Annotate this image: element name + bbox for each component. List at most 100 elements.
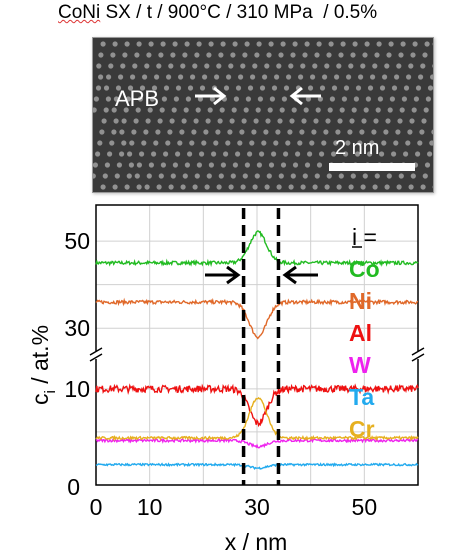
atom-column [220, 41, 226, 47]
atom-column [280, 162, 287, 168]
atom-column [267, 107, 273, 113]
atom-column [213, 140, 219, 146]
atom-column [125, 96, 131, 102]
atom-column [372, 63, 378, 69]
atom-column [225, 140, 231, 146]
atom-column [337, 118, 343, 124]
atom-column [96, 63, 102, 69]
atom-column [108, 63, 114, 69]
atom-column [247, 151, 253, 157]
atom-column [180, 184, 186, 190]
atom-column [329, 96, 335, 102]
atom-column [271, 85, 278, 91]
atom-column [327, 107, 333, 113]
atom-column [388, 41, 394, 47]
apb-label: APB [115, 86, 159, 111]
atom-column [358, 74, 364, 80]
atom-column [379, 151, 385, 157]
atom-column [302, 52, 308, 58]
atom-column [160, 41, 166, 47]
atom-column [147, 107, 153, 113]
atom-column [143, 129, 149, 135]
atom-column [93, 96, 99, 102]
atom-column [194, 173, 200, 179]
legend-entry-ta: Ta [349, 384, 374, 410]
atom-column [278, 52, 284, 58]
atom-column [340, 41, 346, 47]
atom-column [249, 140, 255, 146]
atom-column [154, 74, 160, 80]
atom-column [288, 63, 294, 69]
atom-column [405, 140, 411, 146]
atom-column [362, 52, 368, 58]
atom-column [427, 151, 433, 157]
atom-column [115, 85, 122, 91]
atom-column [429, 140, 433, 146]
atom-column [240, 63, 246, 69]
atom-column [219, 107, 225, 113]
atom-column [105, 96, 111, 102]
atom-column [112, 184, 118, 190]
atom-column [139, 85, 146, 91]
atom-column [277, 118, 283, 124]
atom-column [326, 173, 332, 179]
atom-column [297, 140, 303, 146]
atom-column [205, 118, 211, 124]
atom-column [350, 173, 356, 179]
atom-column [400, 41, 406, 47]
scale-bar-label: 2 nm [335, 137, 379, 159]
atom-column [307, 151, 313, 157]
atom-column [262, 74, 268, 80]
atom-column [230, 52, 236, 58]
atom-column [334, 74, 340, 80]
atom-column [172, 162, 178, 168]
atom-column [312, 63, 318, 69]
atom-column [182, 173, 188, 179]
atom-column [424, 162, 431, 168]
atom-column [215, 129, 221, 135]
atom-column [144, 184, 150, 190]
atom-column [276, 184, 282, 190]
y-tick-label: 30 [64, 315, 90, 341]
atom-column [345, 140, 351, 146]
atom-column [95, 85, 102, 91]
atom-column [355, 151, 361, 157]
atom-column [134, 173, 140, 179]
atom-column [149, 96, 155, 102]
atom-column [285, 140, 291, 146]
atom-column [326, 52, 332, 58]
atom-column [139, 151, 145, 157]
atom-column [396, 63, 402, 69]
atom-column [387, 107, 393, 113]
atom-column [208, 162, 214, 168]
atom-column [155, 129, 161, 135]
atom-column [187, 85, 194, 91]
apb-arrow-left-icon [205, 265, 241, 285]
x-tick-label: 10 [137, 494, 163, 520]
atom-column [99, 129, 105, 135]
atom-column [129, 140, 135, 146]
atom-column [331, 151, 337, 157]
axis-break-gap [412, 351, 424, 359]
atom-column [206, 173, 212, 179]
atom-column [325, 118, 331, 124]
atom-column [218, 173, 224, 179]
atom-column [303, 107, 309, 113]
atom-column [256, 41, 262, 47]
legend-header: i = [352, 224, 377, 250]
atom-column [398, 52, 404, 58]
atom-column [135, 107, 141, 113]
series-line-cr [95, 396, 419, 442]
atom-column [233, 96, 239, 102]
atom-column [177, 140, 183, 146]
atom-column [432, 42, 433, 46]
atom-column [289, 118, 295, 124]
atom-column [220, 162, 226, 168]
atom-column [251, 129, 257, 135]
micrograph-panel: APB 2 nm [92, 37, 434, 193]
atom-column [144, 63, 150, 69]
atom-column [189, 140, 195, 146]
atom-column [362, 173, 368, 179]
y-axis-label-rest: / at.% [27, 325, 53, 390]
atom-column [311, 129, 317, 135]
